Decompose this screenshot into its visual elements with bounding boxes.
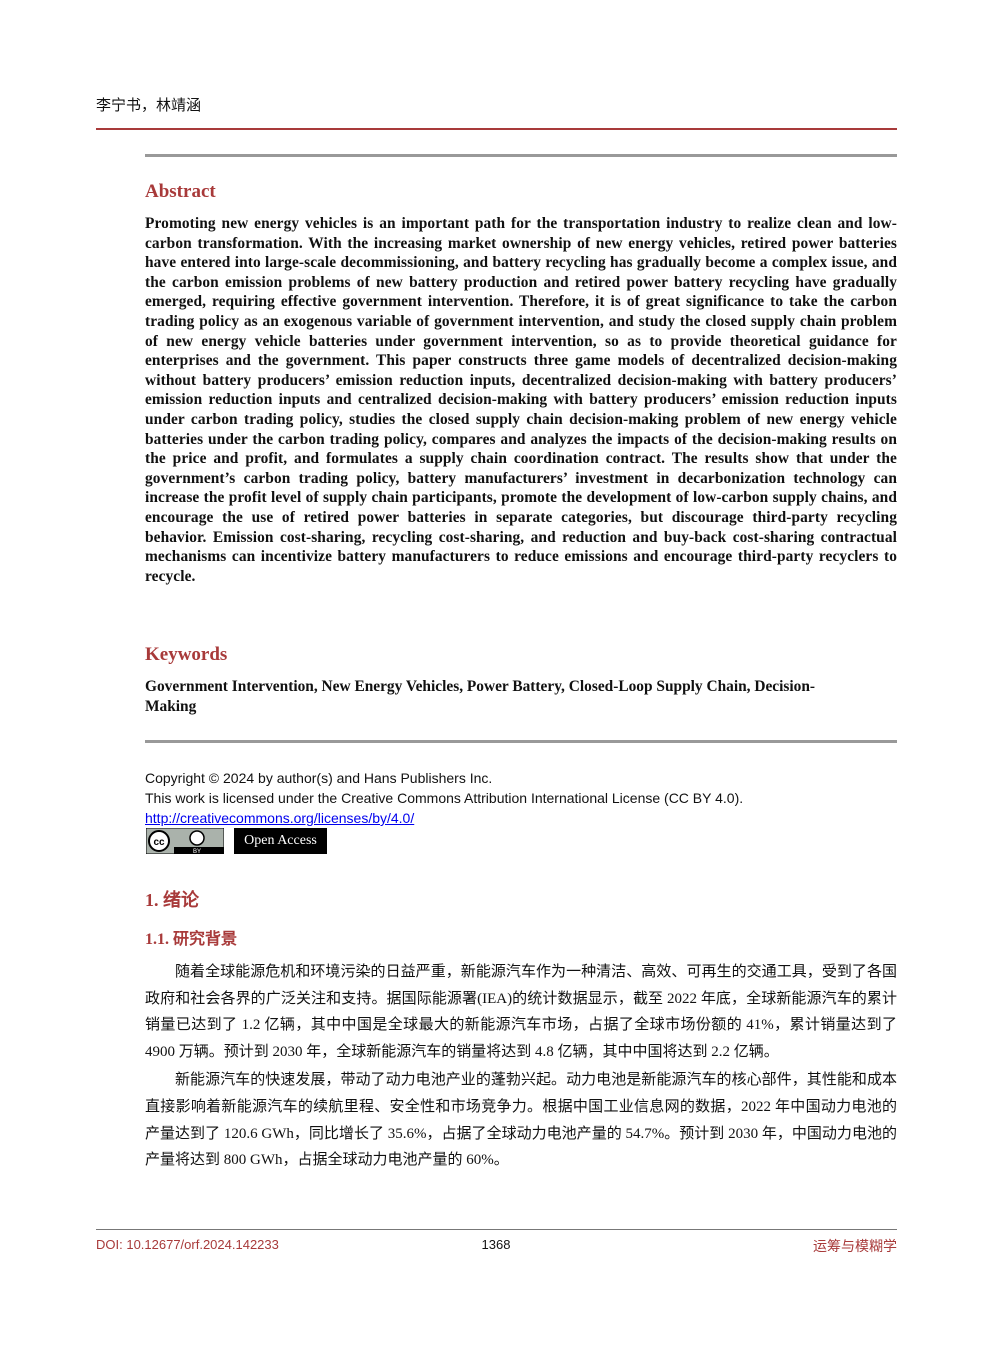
license-statement: This work is licensed under the Creative… <box>145 790 744 806</box>
footer-journal: 运筹与模糊学 <box>813 1240 897 1255</box>
paragraph: 新能源汽车的快速发展，带动了动力电池产业的蓬勃兴起。动力电池是新能源汽车的核心部… <box>145 1072 897 1169</box>
header-authors: 李宁书，林靖涵 <box>96 98 202 114</box>
paragraph: 随着全球能源危机和环境污染的日益严重，新能源汽车作为一种清洁、高效、可再生的交通… <box>145 964 897 1060</box>
cc-circle <box>148 830 170 852</box>
cc-by-badge[interactable]: cc BY <box>146 828 224 854</box>
keywords-text: Government Intervention, New Energy Vehi… <box>145 678 816 715</box>
open-access-badge[interactable]: Open Access <box>234 828 327 854</box>
cc-icon: cc <box>153 837 165 848</box>
body: 随着全球能源危机和环境污染的日益严重，新能源汽车作为一种清洁、高效、可再生的交通… <box>145 959 897 1176</box>
abstract-text: Promoting new energy vehicles is an impo… <box>145 215 897 585</box>
footer-doi: DOI: 10.12677/orf.2024.142233 <box>96 1237 279 1252</box>
abstract-title: Abstract <box>145 181 216 202</box>
license-block: Copyright © 2024 by author(s) and Hans P… <box>145 768 743 828</box>
page-number: 1368 <box>481 1237 511 1252</box>
badge-strip <box>174 847 224 854</box>
by-icon: BY <box>193 849 201 854</box>
footer-rule <box>96 1229 897 1230</box>
by-circle <box>189 830 205 846</box>
section-heading: 1. 绪论 <box>145 890 199 910</box>
license-link[interactable]: http://creativecommons.org/licenses/by/4… <box>145 810 415 826</box>
subsection-heading: 1.1. 研究背景 <box>145 931 238 948</box>
copyright: Copyright © 2024 by author(s) and Hans P… <box>145 770 493 786</box>
keywords-title: Keywords <box>145 644 228 665</box>
divider <box>145 740 897 743</box>
header-rule <box>96 128 897 130</box>
divider <box>145 154 897 157</box>
